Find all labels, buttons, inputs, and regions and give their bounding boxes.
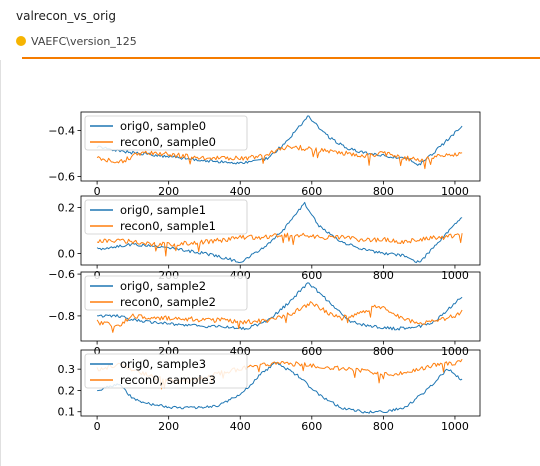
x-tick-label: 0: [94, 269, 101, 282]
y-tick-label: −0.6: [48, 268, 75, 281]
subplot-3: 0 200 400 600 800 1000 0.1 0.2 0.3 orig0, sample3…: [58, 349, 481, 433]
x-tick-label: 800: [373, 345, 394, 358]
series-group: [96, 201, 463, 264]
card-title: valrecon_vs_orig: [16, 9, 116, 23]
x-tick-label: 400: [230, 185, 251, 198]
x-tick-label: 200: [158, 420, 179, 433]
x-tick-label: 600: [301, 345, 322, 358]
series-line-1: [96, 301, 463, 333]
series-line-1: [96, 232, 463, 257]
legend-label: recon0, sample3: [120, 373, 216, 387]
series-line-0: [97, 362, 463, 414]
figure: 0 200 400 600 800 1000 −0.6 −0.4 orig0, sample0 r…: [48, 111, 481, 433]
legend-box: [84, 353, 248, 389]
x-tick-label: 800: [373, 420, 394, 433]
x-tick-label: 1000: [441, 185, 469, 198]
y-tick-label: 0.2: [58, 202, 76, 215]
legend-label: orig0, sample1: [120, 203, 206, 217]
legend-box: [84, 199, 248, 235]
series-line-1: [96, 144, 463, 170]
series-group: [96, 115, 463, 170]
x-tick-label: 600: [301, 269, 322, 282]
x-tick-label: 1000: [441, 420, 469, 433]
y-tick-label: 0.0: [58, 248, 76, 261]
x-tick-label: 800: [373, 185, 394, 198]
run-label: VAEFC\version_125: [31, 34, 137, 48]
axes-frame: [80, 271, 481, 342]
y-tick-label: −0.4: [48, 124, 75, 137]
run-legend[interactable]: VAEFC\version_125: [16, 34, 137, 48]
legend-box: [84, 275, 248, 311]
legend-label: orig0, sample3: [120, 357, 206, 371]
series-group: [96, 282, 463, 333]
y-tick-label: −0.6: [48, 170, 75, 183]
legend-label: recon0, sample0: [120, 135, 216, 149]
run-color-dot: [16, 36, 26, 46]
y-tick-label: 0.3: [58, 363, 76, 376]
legend-label: orig0, sample0: [120, 119, 206, 133]
x-tick-label: 0: [94, 420, 101, 433]
y-tick-label: −0.8: [48, 310, 75, 323]
axes-frame: [80, 111, 481, 182]
legend-label: recon0, sample2: [120, 295, 216, 309]
subplot-0: 0 200 400 600 800 1000 −0.6 −0.4 orig0, sample0 r…: [48, 111, 481, 198]
x-tick-label: 0: [94, 345, 101, 358]
y-tick-label: 0.1: [58, 406, 76, 419]
legend-box: [84, 115, 248, 151]
x-tick-label: 600: [301, 185, 322, 198]
series-line-0: [96, 201, 463, 264]
x-tick-label: 1000: [441, 345, 469, 358]
x-tick-label: 0: [94, 185, 101, 198]
legend-label: recon0, sample1: [120, 219, 216, 233]
x-tick-label: 1000: [441, 269, 469, 282]
series-line-0: [96, 115, 463, 166]
x-tick-label: 400: [230, 420, 251, 433]
y-tick-label: 0.2: [58, 384, 76, 397]
x-tick-label: 200: [158, 185, 179, 198]
x-tick-label: 600: [301, 420, 322, 433]
left-divider: [0, 60, 1, 466]
axes-frame: [80, 195, 481, 266]
axes-frame: [80, 349, 481, 417]
series-line-0: [97, 282, 463, 331]
legend-label: orig0, sample2: [120, 279, 206, 293]
x-tick-label: 800: [373, 269, 394, 282]
accent-line: [22, 57, 540, 59]
